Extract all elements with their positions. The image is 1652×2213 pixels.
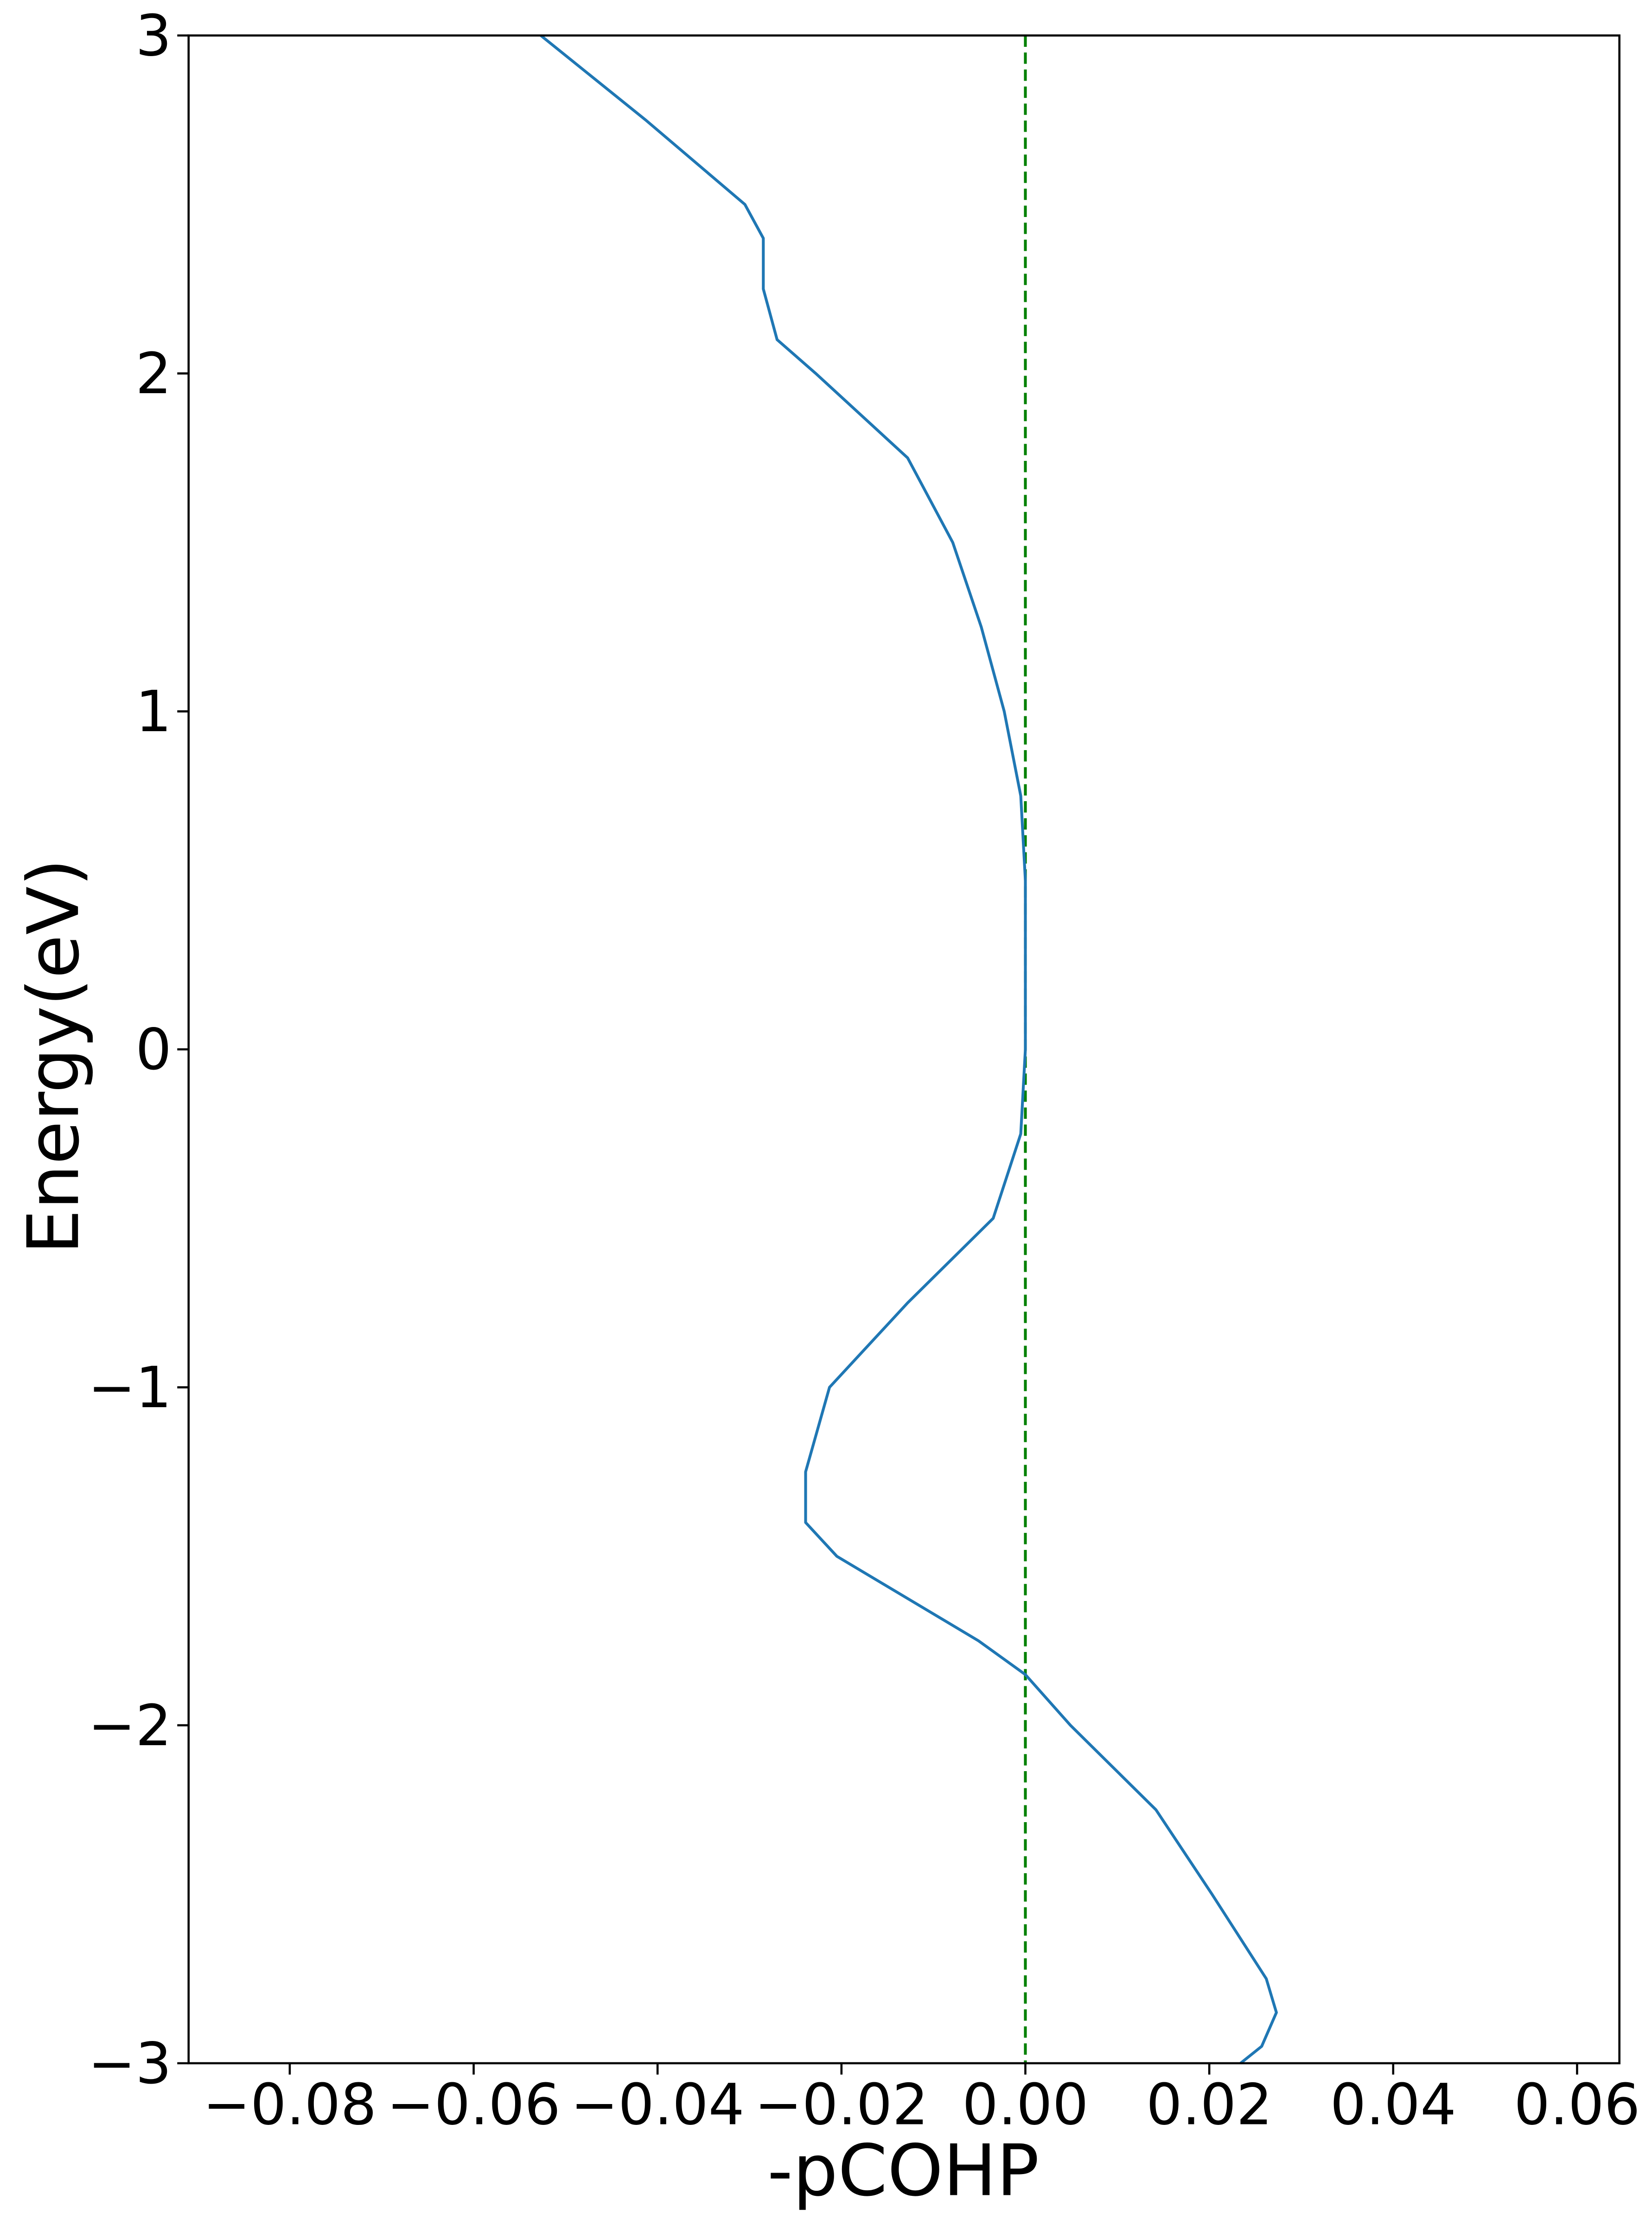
- x-tick-label: −0.04: [571, 2071, 745, 2137]
- y-tick-label: −1: [88, 1354, 172, 1421]
- x-tick-label: 0.02: [1146, 2071, 1272, 2137]
- y-tick-label: −3: [88, 2030, 172, 2097]
- y-tick-label: 0: [135, 1016, 172, 1083]
- y-tick-label: 2: [135, 340, 172, 407]
- x-tick-label: −0.06: [387, 2071, 561, 2137]
- x-tick-label: 0.06: [1514, 2071, 1640, 2137]
- data-line: [540, 34, 1278, 2065]
- x-axis-label: -pCOHP: [767, 2130, 1040, 2212]
- y-tick-label: 1: [135, 678, 172, 745]
- x-tick-label: −0.08: [203, 2071, 376, 2137]
- x-tick-label: −0.02: [754, 2071, 928, 2137]
- x-tick-label: 0.00: [962, 2071, 1088, 2137]
- y-tick-label: −2: [88, 1692, 172, 1759]
- y-axis-label: Energy(eV): [13, 859, 95, 1254]
- x-tick-label: 0.04: [1330, 2071, 1456, 2137]
- y-tick-label: 3: [135, 2, 172, 69]
- plot-frame: [187, 34, 1620, 2065]
